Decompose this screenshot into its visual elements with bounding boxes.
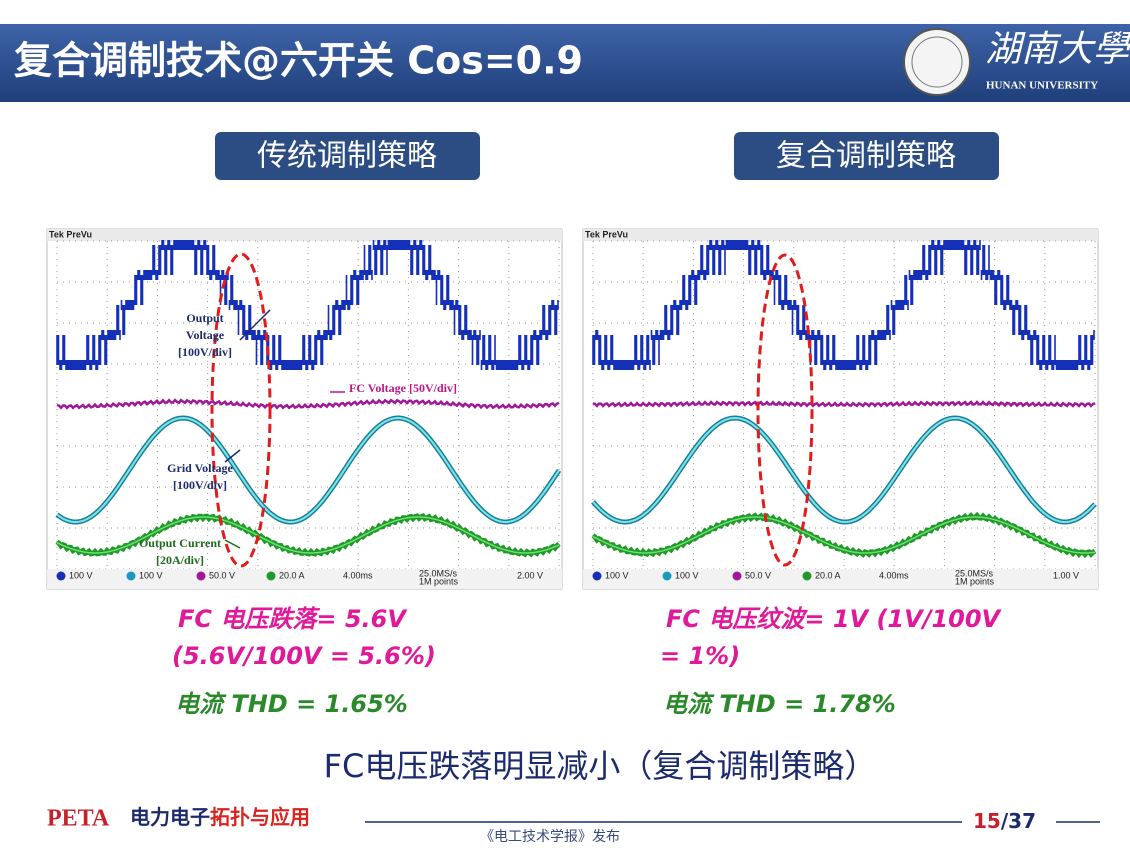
annotation: [100V/div]: [178, 345, 232, 359]
thd-note: 电流 THD = 1.78%: [663, 690, 896, 718]
title: 复合调制技术@六开关 Cos=0.9: [14, 39, 583, 83]
scope-status: 20.0 A: [279, 570, 305, 580]
scope-frame: [46, 228, 563, 590]
annotation: FC Voltage [50V/div]: [349, 381, 457, 395]
logo-seal: [903, 28, 971, 96]
grid-voltage-trace-core: [592, 416, 1096, 524]
scope-statusbar: [47, 569, 562, 589]
footer-topic: 电力电子拓扑与应用: [130, 805, 310, 829]
channel-badge: [126, 571, 136, 581]
fc-note: FC 电压纹波= 1V (1V/100V: [666, 605, 1003, 633]
thd-note: 电流 THD = 1.65%: [175, 690, 408, 718]
highlight-ellipse: [210, 252, 272, 568]
channel-badge: [802, 571, 812, 581]
page-current: 15: [973, 809, 1001, 833]
scope-status: 100 V: [139, 570, 163, 580]
scope-status: 100 V: [675, 570, 699, 580]
page-total: /37: [1001, 809, 1036, 833]
conclusion: FC电压跌落明显减小（复合调制策略）: [324, 747, 877, 785]
heading-box: [215, 132, 480, 180]
annotation: Grid Voltage: [167, 461, 233, 475]
scope-topbar: [583, 229, 1098, 241]
channel-badge: [266, 571, 276, 581]
annotation: [20A/div]: [156, 553, 204, 567]
channel-badge: [732, 571, 742, 581]
panel-heading: 复合调制策略: [776, 139, 956, 174]
scope-topbar: [47, 229, 562, 241]
fc-note: FC 电压跌落= 5.6V: [178, 605, 408, 633]
output-current-trace: [591, 511, 1097, 559]
annotation: Output: [186, 311, 223, 325]
scope-status: 100 V: [69, 570, 93, 580]
scope-status: 25.0MS/s: [955, 568, 994, 578]
scope-status: 100 V: [605, 570, 629, 580]
output-voltage-trace: [56, 240, 559, 370]
annotation: Output Current: [139, 536, 221, 550]
scope-status: 1M points: [419, 576, 459, 586]
footer-publisher: 《电工技术学报》发布: [480, 829, 620, 845]
annotation: Voltage: [186, 328, 225, 342]
scope-status: 1M points: [955, 576, 995, 586]
scope-brand: Tek PreVu: [49, 229, 92, 239]
fc-voltage-trace: [592, 400, 1096, 408]
channel-badge: [196, 571, 206, 581]
footer-brand: PETA: [47, 806, 110, 832]
output-voltage-trace: [592, 240, 1095, 370]
channel-badge: [592, 571, 602, 581]
footer-topic-a: 电力电子: [130, 805, 210, 829]
scope-status: 4.00ms: [343, 570, 373, 580]
output-current-trace-core: [592, 516, 1096, 554]
annotation-arrows: [224, 309, 345, 549]
grid-voltage-trace-core: [56, 416, 560, 523]
fc-note: (5.6V/100V = 5.6%): [172, 642, 436, 670]
scope-status: 50.0 V: [209, 570, 235, 580]
scope-status: 20.0 A: [815, 570, 841, 580]
page-number: 15/37: [973, 809, 1036, 833]
logo-subtext: HUNAN UNIVERSITY: [986, 80, 1098, 92]
scope-statusbar: [583, 569, 1098, 589]
annotation: [100V/div]: [173, 478, 227, 492]
footer-topic-b: 拓扑与应用: [210, 805, 310, 829]
logo-text: 湖南大學: [985, 29, 1130, 70]
output-current-trace: [55, 512, 561, 558]
fc-note: = 1%): [660, 642, 740, 670]
heading-box: [734, 132, 999, 180]
panel-heading: 传统调制策略: [257, 139, 437, 174]
scope-brand: Tek PreVu: [585, 229, 628, 239]
scope-status: 1.00 V: [1053, 570, 1079, 580]
scope-status: 50.0 V: [745, 570, 771, 580]
scope-status: 2.00 V: [517, 570, 543, 580]
highlight-ellipse: [756, 253, 814, 567]
channel-badge: [662, 571, 672, 581]
output-current-trace-core: [56, 516, 560, 554]
logo-seal-inner: [911, 36, 963, 88]
scope-status: 25.0MS/s: [419, 568, 458, 578]
scope-status: 4.00ms: [879, 570, 909, 580]
channel-badge: [56, 571, 66, 581]
fc-voltage-trace: [56, 398, 560, 410]
scope-capture: Tek PreVu 100 V 100 V 50.0 V 20.0 A 4.00ms 25.…: [46, 228, 563, 590]
scope-capture: Tek PreVu 100 V 100 V 50.0 V 20.0 A 4.00ms 25.…: [582, 228, 1099, 590]
scope-frame: [582, 228, 1099, 590]
